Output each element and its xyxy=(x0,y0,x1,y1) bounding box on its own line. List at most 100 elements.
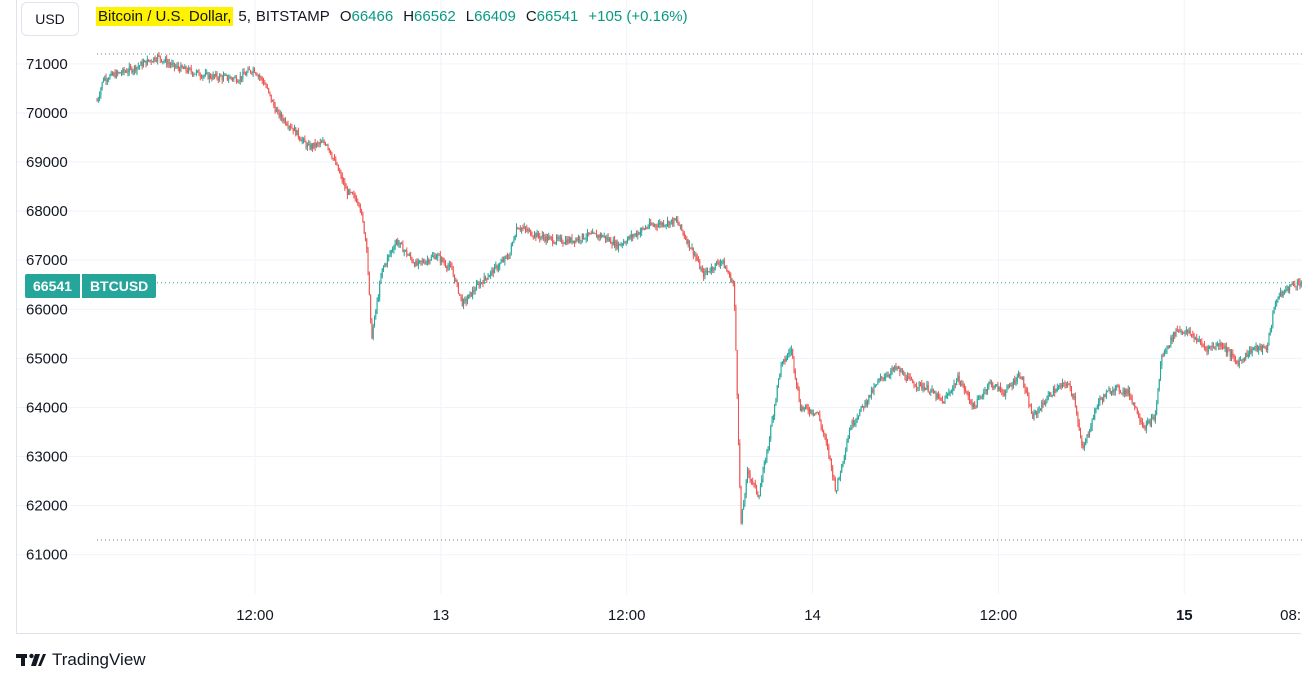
candle-body xyxy=(115,71,117,78)
candle-body xyxy=(1152,417,1154,419)
candle-body xyxy=(256,73,258,76)
candle-body xyxy=(562,242,564,244)
candle-body xyxy=(1145,423,1147,430)
candle-body xyxy=(109,75,111,79)
candle-body xyxy=(721,260,723,263)
candle-body xyxy=(1114,386,1116,392)
candle-body xyxy=(867,401,869,405)
candle-body xyxy=(1287,286,1289,291)
candle-body xyxy=(580,240,582,242)
candle-body xyxy=(460,294,462,298)
candle-body xyxy=(589,233,591,235)
candle-body xyxy=(1104,394,1106,398)
candle-body xyxy=(958,375,960,383)
symbol-name[interactable]: Bitcoin / U.S. Dollar, xyxy=(96,7,234,26)
candle-body xyxy=(312,144,314,148)
candle-body xyxy=(372,326,374,339)
candle-body xyxy=(144,60,146,63)
y-tick-label: 61000 xyxy=(26,547,68,564)
candle-body xyxy=(929,391,931,393)
candle-body xyxy=(1252,348,1254,350)
candle-body xyxy=(1263,345,1265,349)
candle-body xyxy=(495,265,497,267)
candle-body xyxy=(247,69,249,73)
candle-body xyxy=(1045,401,1047,405)
candle-body xyxy=(696,257,698,261)
candle-body xyxy=(761,479,763,488)
candle-body xyxy=(603,235,605,237)
candle-body xyxy=(891,368,893,372)
candle-body xyxy=(1051,395,1053,397)
candle-body xyxy=(1147,421,1149,424)
candle-body xyxy=(410,254,412,258)
currency-button[interactable]: USD xyxy=(21,2,79,36)
candle-body xyxy=(1212,346,1214,348)
candle-body xyxy=(1061,382,1063,388)
candle-body xyxy=(425,261,427,264)
candle-body xyxy=(1107,390,1109,393)
candle-body xyxy=(327,144,329,149)
candle-body xyxy=(330,150,332,155)
candle-body xyxy=(663,222,665,227)
candle-body xyxy=(399,242,401,245)
candle-body xyxy=(588,232,590,235)
candle-body xyxy=(815,412,817,414)
candle-body xyxy=(673,218,675,225)
candle-body xyxy=(851,421,853,429)
candle-body xyxy=(971,402,973,408)
candle-body xyxy=(788,352,790,355)
candle-body xyxy=(213,74,215,77)
candle-body xyxy=(734,283,736,308)
candle-body xyxy=(1036,411,1038,415)
candle-body xyxy=(892,368,894,370)
candle-body xyxy=(930,390,932,393)
candle-body xyxy=(390,250,392,254)
candle-body xyxy=(1285,290,1287,292)
candle-body xyxy=(492,269,494,274)
candle-body xyxy=(1121,392,1123,394)
candle-body xyxy=(714,263,716,270)
candle-body xyxy=(1127,389,1129,394)
candle-body xyxy=(628,236,630,240)
candle-body xyxy=(366,238,368,249)
candle-body xyxy=(727,270,729,274)
candle-body xyxy=(406,250,408,255)
candle-body xyxy=(978,398,980,400)
candle-body xyxy=(943,401,945,404)
candle-body xyxy=(855,419,857,423)
candle-body xyxy=(898,367,900,369)
candle-body xyxy=(850,428,852,430)
candle-body xyxy=(279,113,281,117)
candle-body xyxy=(136,67,138,71)
candle-body xyxy=(461,297,463,306)
candle-body xyxy=(1198,339,1200,341)
candle-body xyxy=(571,237,573,243)
candle-body xyxy=(1289,286,1291,291)
candle-body xyxy=(1113,389,1115,392)
candle-body xyxy=(854,422,856,425)
candle-body xyxy=(999,386,1001,390)
candle-body xyxy=(324,143,326,146)
candle-body xyxy=(322,141,324,143)
candle-body xyxy=(1141,422,1143,426)
candle-body xyxy=(917,387,919,389)
candle-body xyxy=(1060,385,1062,388)
candle-body xyxy=(568,238,570,243)
chart-pane[interactable]: 71000 70000 69000 68000 67000 66000 65000 64000… xyxy=(16,0,1302,634)
candle-body xyxy=(457,283,459,294)
close-label: C xyxy=(525,8,537,25)
candle-body xyxy=(868,394,870,402)
candle-body xyxy=(596,233,598,238)
price-chart[interactable]: 71000 70000 69000 68000 67000 66000 65000 64000… xyxy=(17,0,1302,634)
candle-body xyxy=(310,144,312,149)
candle-body xyxy=(626,239,628,243)
tradingview-brand[interactable]: TradingView xyxy=(16,650,146,670)
candle-body xyxy=(997,384,999,391)
candle-body xyxy=(543,235,545,238)
candle-body xyxy=(781,361,783,365)
candle-body xyxy=(1077,413,1079,423)
candle-body xyxy=(1241,359,1243,361)
candle-body xyxy=(801,407,803,411)
candle-body xyxy=(157,54,159,61)
candle-body xyxy=(1038,409,1040,411)
